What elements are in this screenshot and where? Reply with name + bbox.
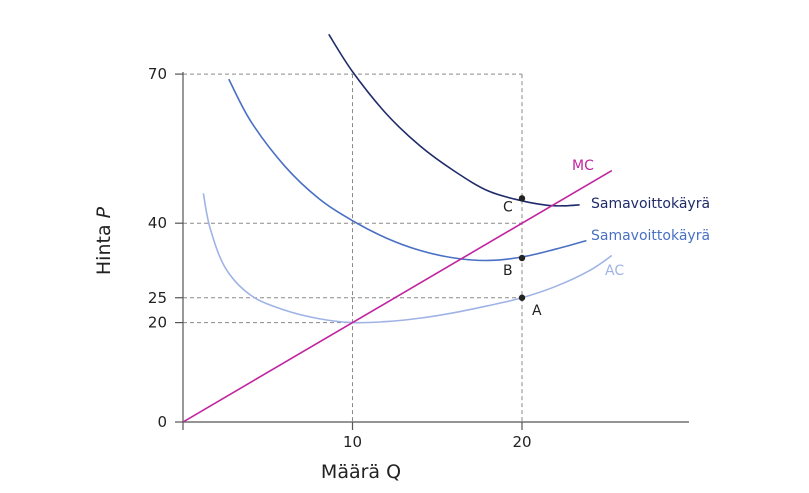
y-tick-label-0: 0 — [157, 413, 167, 431]
isoprofit-curve-b — [228, 78, 587, 262]
point-c-label: C — [503, 199, 513, 215]
x-tick-label-20: 20 — [512, 433, 531, 451]
axes: 0 20 25 40 70 10 20 — [148, 65, 689, 451]
point-a-marker — [518, 294, 526, 301]
y-tick-label-70: 70 — [148, 65, 167, 83]
y-tick-label-20: 20 — [148, 314, 167, 332]
point-b-label: B — [503, 263, 513, 279]
isoprofit-label-c: Samavoittokäyrä — [591, 196, 710, 212]
labels-layer: AC Samavoittokäyrä Samavoittokäyrä MC A B C — [503, 158, 710, 319]
x-axis-title: Määrä Q — [321, 461, 401, 483]
point-c-marker — [518, 195, 526, 202]
y-tick-label-40: 40 — [148, 214, 167, 232]
y-axis-title-variable: P — [93, 206, 115, 218]
ac-curve — [202, 193, 613, 324]
mc-label: MC — [572, 158, 594, 174]
y-tick-label-25: 25 — [148, 289, 167, 307]
point-b-marker — [518, 254, 526, 262]
y-axis-title: Hinta P — [93, 206, 115, 275]
reference-grid — [183, 73, 523, 422]
series-layer — [183, 33, 613, 422]
point-a-label: A — [532, 303, 542, 319]
ac-label: AC — [605, 263, 624, 279]
isoprofit-curve-c — [328, 33, 580, 207]
mc-line — [183, 169, 613, 422]
y-axis-title-prefix: Hinta — [93, 218, 115, 275]
isoprofit-label-b: Samavoittokäyrä — [591, 228, 710, 244]
x-tick-label-10: 10 — [343, 433, 362, 451]
